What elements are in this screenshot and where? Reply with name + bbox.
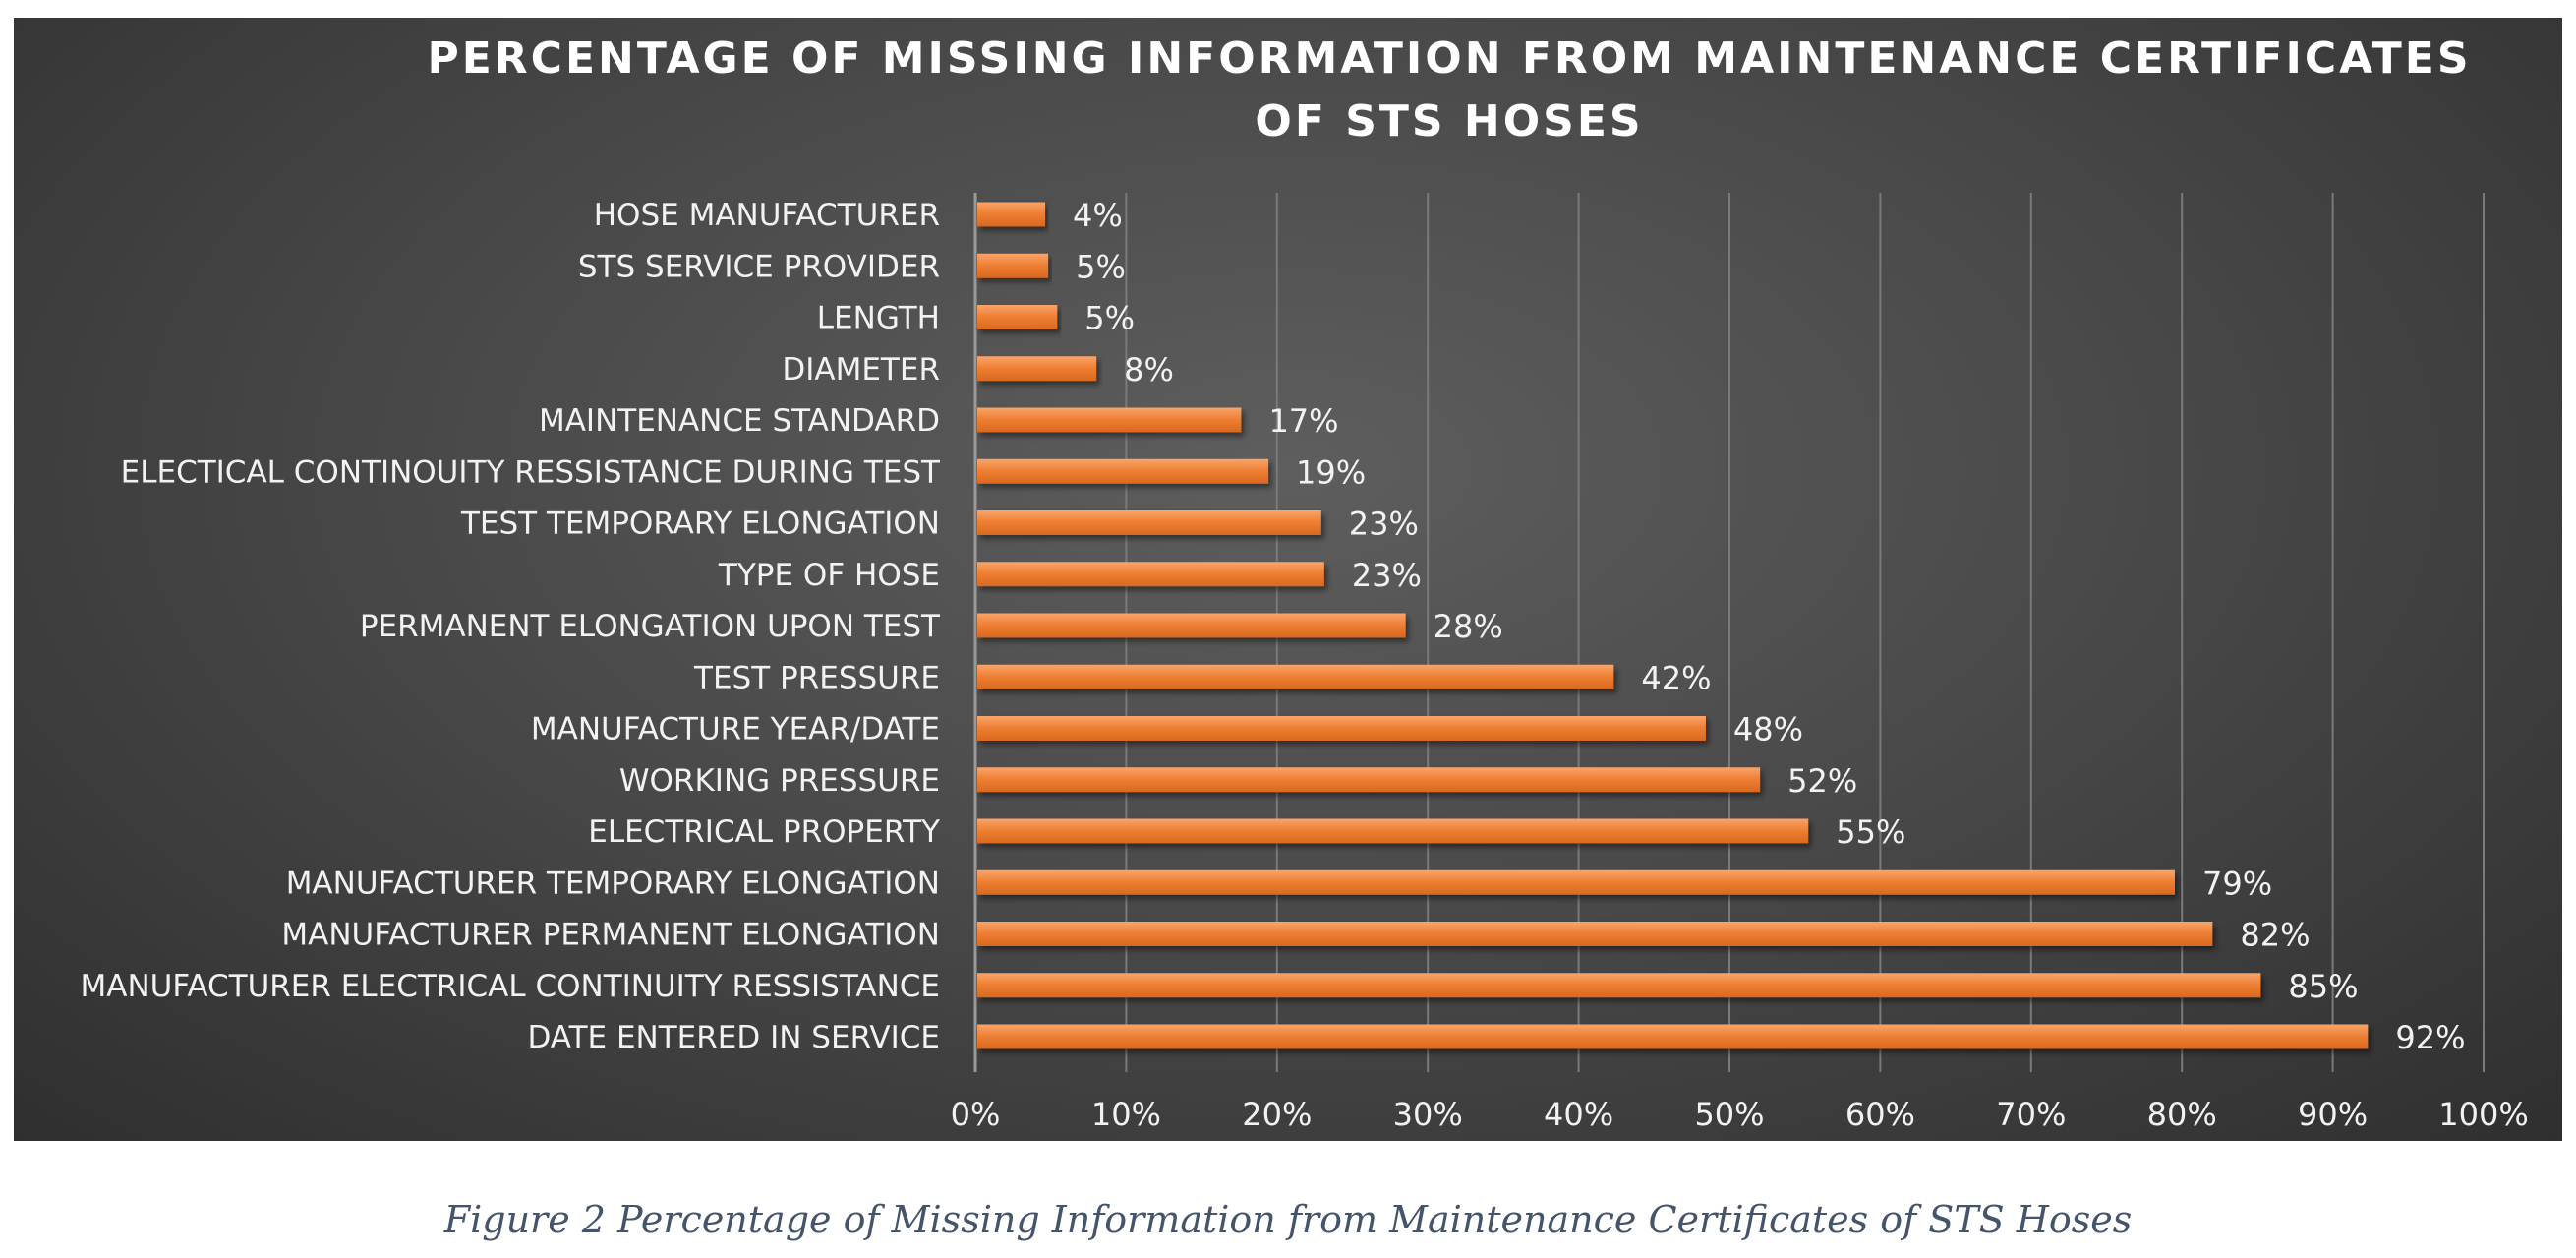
category-labels: HOSE MANUFACTURER STS SERVICE PROVIDER LEN… bbox=[81, 198, 942, 1055]
category-label: HOSE MANUFACTURER bbox=[594, 198, 940, 233]
value-label: 4% bbox=[1073, 197, 1123, 234]
bar bbox=[977, 767, 1761, 793]
bar bbox=[977, 458, 1269, 484]
bar bbox=[977, 664, 1614, 689]
bar bbox=[977, 510, 1321, 535]
value-label: 55% bbox=[1836, 813, 1905, 851]
value-label: 23% bbox=[1352, 557, 1422, 594]
category-label: MANUFACTURER PERMANENT ELONGATION bbox=[281, 918, 940, 953]
bar bbox=[977, 253, 1049, 278]
bar bbox=[977, 1024, 2369, 1049]
category-label: ELECTRICAL PROPERTY bbox=[588, 814, 940, 850]
value-label: 28% bbox=[1434, 608, 1503, 645]
value-label: 42% bbox=[1641, 659, 1711, 696]
bar bbox=[977, 562, 1324, 587]
value-label: 19% bbox=[1296, 453, 1366, 491]
category-label: TEST TEMPORARY ELONGATION bbox=[460, 507, 940, 542]
bar bbox=[977, 356, 1097, 382]
value-label: 48% bbox=[1733, 711, 1803, 749]
x-tick-label: 50% bbox=[1694, 1096, 1764, 1133]
x-tick-label: 90% bbox=[2298, 1096, 2368, 1133]
bar bbox=[977, 407, 1242, 433]
bar-chart: PERCENTAGE OF MISSING INFORMATION FROM M… bbox=[81, 33, 2529, 1133]
category-label: MANUFACTURER TEMPORARY ELONGATION bbox=[286, 866, 940, 901]
category-label: LENGTH bbox=[817, 301, 940, 336]
value-label: 52% bbox=[1787, 762, 1857, 800]
x-tick-label: 70% bbox=[1996, 1096, 2066, 1133]
figure-caption: Figure 2 Percentage of Missing Informati… bbox=[443, 1198, 2133, 1241]
bar bbox=[977, 613, 1406, 638]
bar bbox=[977, 922, 2213, 946]
bar bbox=[977, 869, 2175, 895]
x-tick-label: 10% bbox=[1091, 1096, 1161, 1133]
x-tick-label: 30% bbox=[1393, 1096, 1463, 1133]
category-label: STS SERVICE PROVIDER bbox=[578, 249, 940, 284]
x-tick-label: 80% bbox=[2147, 1096, 2217, 1133]
bar bbox=[977, 818, 1809, 844]
category-label: PERMANENT ELONGATION UPON TEST bbox=[360, 609, 941, 644]
category-label: TEST PRESSURE bbox=[693, 660, 940, 695]
chart-title-line-2: OF STS HOSES bbox=[1255, 96, 1643, 147]
chart-title: PERCENTAGE OF MISSING INFORMATION FROM M… bbox=[427, 33, 2471, 147]
value-label: 92% bbox=[2395, 1019, 2465, 1056]
value-label: 23% bbox=[1349, 506, 1419, 543]
category-label: ELECTICAL CONTINOUITY RESSISTANCE DURING… bbox=[121, 454, 941, 490]
x-tick-label: 100% bbox=[2438, 1096, 2528, 1133]
category-label: MANUFACTURE YEAR/DATE bbox=[531, 712, 940, 748]
value-label: 5% bbox=[1076, 248, 1126, 285]
x-axis-tick-labels: 0% 10% 20% 30% 40% 50% 60% 70% 80% 90% 100% bbox=[951, 1096, 2529, 1133]
value-label: 17% bbox=[1268, 402, 1338, 440]
gridlines bbox=[973, 193, 2485, 1072]
category-label: MAINTENANCE STANDARD bbox=[539, 403, 940, 439]
chart-panel: PERCENTAGE OF MISSING INFORMATION FROM M… bbox=[14, 18, 2562, 1141]
category-label: MANUFACTURER ELECTRICAL CONTINUITY RESSI… bbox=[81, 969, 940, 1004]
x-tick-label: 40% bbox=[1544, 1096, 1613, 1133]
value-label: 79% bbox=[2202, 865, 2272, 902]
bar bbox=[977, 716, 1706, 741]
value-label: 82% bbox=[2240, 917, 2310, 954]
value-labels: 4% 5% 5% 8% 17% 19% 23% 23% 28% 42% 48% 52% 55% 79% 82… bbox=[1073, 197, 2465, 1056]
x-tick-label: 0% bbox=[951, 1096, 1001, 1133]
category-label: DATE ENTERED IN SERVICE bbox=[527, 1020, 940, 1055]
category-label: TYPE OF HOSE bbox=[718, 558, 940, 593]
category-label: DIAMETER bbox=[782, 352, 940, 388]
bar bbox=[977, 202, 1046, 227]
category-label: WORKING PRESSURE bbox=[619, 763, 940, 799]
x-tick-label: 60% bbox=[1845, 1096, 1915, 1133]
value-label: 5% bbox=[1084, 300, 1135, 337]
value-label: 8% bbox=[1124, 351, 1174, 389]
chart-title-line-1: PERCENTAGE OF MISSING INFORMATION FROM M… bbox=[427, 33, 2471, 84]
bars bbox=[977, 202, 2369, 1049]
bar bbox=[977, 305, 1058, 329]
x-tick-label: 20% bbox=[1242, 1096, 1312, 1133]
bar bbox=[977, 973, 2261, 998]
value-label: 85% bbox=[2288, 968, 2358, 1005]
